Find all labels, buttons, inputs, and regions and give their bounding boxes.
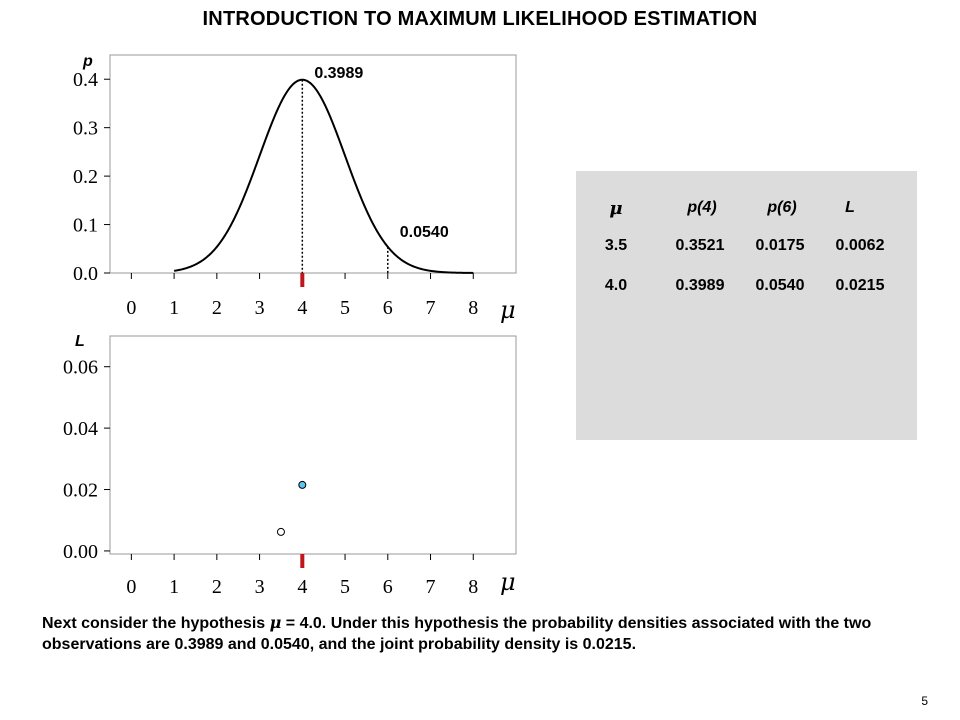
header-L: L (845, 199, 855, 216)
caption-mu-symbol: μ (269, 613, 282, 632)
y-axis-label: L (75, 333, 85, 350)
caption-text-start: Next consider the hypothesis (42, 615, 270, 632)
table-row: 4.0 0.3989 0.0540 0.0215 (576, 277, 917, 301)
bot-x-tick-label: 4 (297, 576, 307, 598)
bot-x-tick-label: 3 (255, 576, 265, 598)
top-y-tick-label: 0.3 (73, 118, 98, 140)
marker-label-p6: 0.0540 (400, 224, 449, 241)
top-x-tick-label: 1 (169, 297, 179, 319)
top-x-tick-label: 5 (340, 297, 350, 319)
top-x-tick-label: 7 (426, 297, 436, 319)
bot-x-tick-label: 0 (126, 576, 136, 598)
likelihood-point (298, 480, 307, 489)
likelihood-chart: L μ 0.00 0.02 0.04 0.06 0 1 2 3 4 5 6 7 8 (63, 333, 517, 598)
bot-y-tick-label: 0.04 (63, 418, 98, 440)
bot-x-tick-label: 1 (169, 576, 179, 598)
bot-x-tick-label: 6 (383, 576, 393, 598)
x-axis-label: μ (500, 568, 516, 596)
density-chart: p μ 0.0 0.1 0.2 0.3 0.4 0 1 2 3 4 5 6 7 8 0.3989 0.0… (73, 53, 517, 324)
cell-mu: 3.5 (604, 237, 628, 254)
likelihood-point (276, 527, 285, 536)
slide-caption: Next consider the hypothesis μ = 4.0. Un… (42, 612, 922, 655)
plot-area (109, 335, 517, 555)
cell-L: 0.0215 (835, 277, 885, 294)
top-x-tick-label: 4 (297, 297, 307, 319)
bot-x-tick-label: 8 (468, 576, 478, 598)
normal-density-curve (173, 78, 474, 274)
top-x-tick-label: 0 (126, 297, 136, 319)
top-x-tick-label: 6 (383, 297, 393, 319)
cell-L: 0.0062 (835, 237, 885, 254)
cell-p6: 0.0175 (755, 237, 805, 254)
hypothesis-marker (300, 554, 305, 568)
bot-x-tick-label: 5 (340, 576, 350, 598)
top-x-tick-label: 2 (212, 297, 222, 319)
page-number: 5 (921, 694, 928, 708)
slide-title: INTRODUCTION TO MAXIMUM LIKELIHOOD ESTIM… (202, 8, 758, 30)
header-p6: p(6) (767, 199, 797, 216)
cell-mu: 4.0 (604, 277, 628, 294)
bot-x-tick-label: 2 (212, 576, 222, 598)
caption-text-end: = 4.0. Under this hypothesis the probabi… (42, 615, 872, 653)
top-y-tick-label: 0.0 (73, 263, 98, 285)
plot-area (109, 54, 517, 274)
likelihood-table: μ p(4) p(6) L 3.5 0.3521 0.0175 0.0062 4… (576, 171, 917, 440)
marker-label-p4: 0.3989 (314, 65, 363, 82)
x-axis-label: μ (500, 296, 516, 324)
bot-y-tick-label: 0.06 (63, 357, 98, 379)
cell-p6: 0.0540 (755, 277, 805, 294)
y-axis-label: p (82, 53, 93, 70)
bot-y-tick-label: 0.02 (63, 480, 98, 502)
top-y-tick-label: 0.1 (73, 215, 98, 237)
header-mu: μ (609, 198, 623, 219)
cell-p4: 0.3989 (675, 277, 725, 294)
bot-y-tick-label: 0.00 (63, 541, 98, 563)
top-y-tick-label: 0.4 (73, 69, 98, 91)
top-y-tick-label: 0.2 (73, 166, 98, 188)
table-row: 3.5 0.3521 0.0175 0.0062 (576, 237, 917, 261)
cell-p4: 0.3521 (675, 237, 725, 254)
table-header-row: μ p(4) p(6) L (576, 198, 917, 223)
bot-x-tick-label: 7 (426, 576, 436, 598)
top-x-tick-label: 3 (255, 297, 265, 319)
header-p4: p(4) (687, 199, 717, 216)
top-x-tick-label: 8 (468, 297, 478, 319)
hypothesis-marker (300, 273, 305, 287)
